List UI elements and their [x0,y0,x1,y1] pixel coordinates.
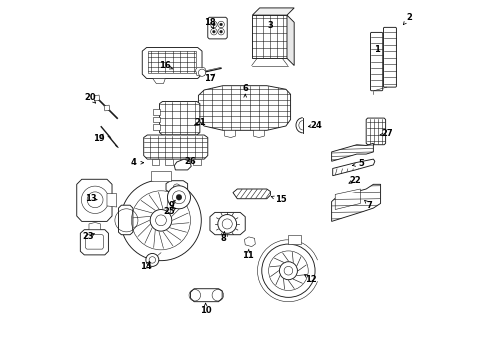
Polygon shape [85,235,103,249]
Text: 25: 25 [163,207,175,216]
Polygon shape [286,15,294,66]
Circle shape [212,30,215,33]
Circle shape [198,69,205,76]
Polygon shape [288,235,301,244]
Circle shape [284,266,292,275]
Text: 19: 19 [93,134,104,143]
Text: 21: 21 [194,118,206,127]
Polygon shape [166,181,187,194]
Text: 7: 7 [366,201,372,210]
Circle shape [219,23,222,26]
Circle shape [155,215,166,226]
Polygon shape [331,143,373,161]
Text: 17: 17 [204,74,216,83]
Polygon shape [332,159,374,176]
Text: 8: 8 [220,234,226,243]
Polygon shape [370,32,382,91]
Text: 6: 6 [242,84,247,93]
Circle shape [176,194,182,200]
Text: 12: 12 [305,275,316,284]
Polygon shape [151,159,159,165]
Text: 22: 22 [349,176,361,185]
Circle shape [167,186,190,209]
Circle shape [222,219,232,229]
Polygon shape [252,15,286,58]
Polygon shape [80,230,108,255]
Polygon shape [148,51,196,73]
Text: 4: 4 [130,158,136,167]
Text: 11: 11 [242,251,253,260]
Polygon shape [335,189,360,210]
Text: 14: 14 [140,262,151,271]
Polygon shape [153,109,159,115]
Polygon shape [224,130,235,138]
Circle shape [145,253,159,266]
Text: 16: 16 [159,61,170,70]
Polygon shape [207,17,227,39]
Polygon shape [195,68,205,76]
Text: 18: 18 [204,18,216,27]
Circle shape [172,191,185,204]
Polygon shape [252,8,294,15]
Circle shape [219,30,222,33]
Text: 10: 10 [200,306,211,315]
Polygon shape [104,105,110,111]
Circle shape [212,23,215,26]
Polygon shape [94,95,100,101]
Circle shape [150,210,171,231]
Polygon shape [193,159,200,165]
Text: 27: 27 [380,130,392,139]
Polygon shape [118,205,133,235]
Text: 15: 15 [274,195,286,204]
Polygon shape [253,130,264,138]
Polygon shape [190,289,222,302]
Polygon shape [366,118,385,145]
Polygon shape [89,222,101,230]
Polygon shape [179,159,186,165]
Polygon shape [159,102,200,135]
Text: 26: 26 [183,157,195,166]
Text: 3: 3 [267,21,273,30]
Polygon shape [151,171,170,181]
Text: 13: 13 [84,194,96,203]
Polygon shape [209,212,244,235]
Text: 5: 5 [358,159,364,168]
Polygon shape [383,27,396,87]
Polygon shape [244,237,255,247]
Text: 9: 9 [168,202,174,210]
Polygon shape [153,117,159,122]
Polygon shape [107,194,117,207]
Text: 23: 23 [82,233,94,242]
Text: 20: 20 [84,94,96,103]
Polygon shape [331,184,380,221]
Polygon shape [232,189,270,199]
Polygon shape [165,159,172,165]
Polygon shape [174,159,191,170]
Polygon shape [198,86,290,130]
Polygon shape [153,124,159,130]
Polygon shape [143,135,207,159]
Polygon shape [142,48,202,78]
Polygon shape [77,179,112,221]
Circle shape [279,262,297,280]
Text: 1: 1 [373,45,379,54]
Text: 24: 24 [310,121,322,130]
Polygon shape [152,78,165,84]
Text: 2: 2 [406,13,411,22]
